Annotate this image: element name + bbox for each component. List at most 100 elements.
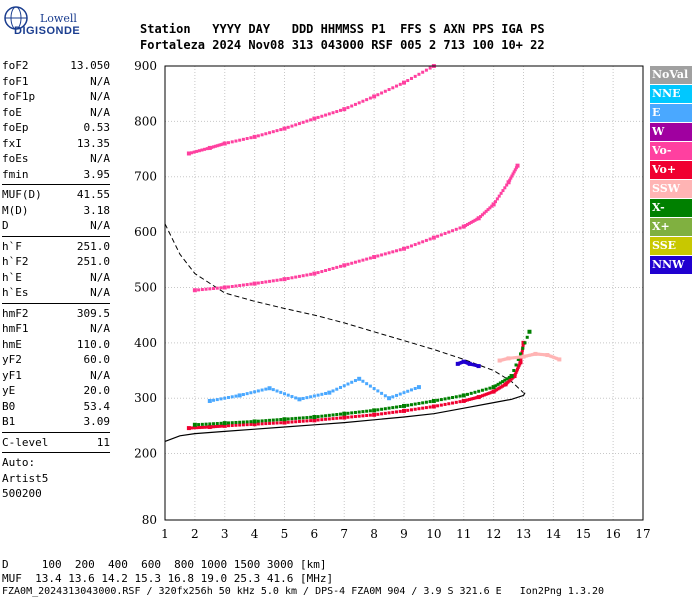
param-row: yF2 60.0 (2, 352, 110, 368)
trace-series (455, 359, 481, 369)
legend-item: SSW (650, 180, 692, 198)
trace-point (222, 423, 227, 428)
globe-icon (4, 6, 28, 30)
trace-fill-point (230, 395, 234, 399)
trace-fill-point (454, 227, 458, 231)
trace-fill-point (480, 394, 484, 398)
trace-fill-point (327, 267, 331, 271)
trace-fill-point (516, 365, 520, 369)
trace-fill-point (279, 128, 283, 132)
trace-point (461, 393, 466, 398)
trace-fill-point (436, 404, 440, 408)
trace-fill-point (398, 82, 402, 86)
trace-fill-point (424, 68, 428, 72)
trace-fill-point (230, 284, 234, 288)
trace-fill-point (413, 74, 417, 78)
param-value: N/A (90, 90, 110, 103)
divider (2, 184, 110, 185)
trace-fill-point (226, 141, 230, 145)
trace-point (186, 426, 191, 431)
trace-point (461, 398, 466, 403)
footer-file-row: FZA0M_2024313043000.RSF / 320fx256h 50 k… (2, 586, 605, 597)
trace-fill-point (353, 415, 357, 419)
trace-fill-point (447, 402, 451, 406)
trace-fill-point (465, 398, 469, 402)
trace-fill-point (353, 379, 357, 383)
trace-fill-point (499, 191, 503, 195)
trace-fill-point (290, 124, 294, 128)
trace-fill-point (406, 408, 410, 412)
trace-fill-point (346, 411, 350, 415)
param-row: h`Es N/A (2, 285, 110, 301)
trace-fill-point (447, 396, 451, 400)
trace-fill-point (488, 391, 492, 395)
y-tick-label: 80 (142, 513, 157, 527)
trace-fill-point (342, 384, 346, 388)
trace-fill-point (443, 231, 447, 235)
trace-fill-point (501, 189, 505, 193)
param-label: yF2 (2, 353, 22, 366)
legend-item: E (650, 104, 692, 122)
trace-fill-point (320, 114, 324, 118)
trace-point (461, 224, 466, 229)
legend-item: NoVal (650, 66, 692, 84)
trace-fill-point (475, 396, 479, 400)
trace-fill-point (439, 398, 443, 402)
trace-fill-point (387, 411, 391, 415)
x-tick-label: 12 (486, 527, 501, 541)
trace-fill-point (365, 413, 369, 417)
param-row: h`F2 251.0 (2, 254, 110, 270)
trace-fill-point (544, 353, 548, 357)
trace-fill-point (402, 391, 406, 395)
trace-fill-point (465, 392, 469, 396)
trace-fill-point (260, 419, 264, 423)
trace-fill-point (305, 419, 309, 423)
trace-fill-point (406, 79, 410, 83)
trace-fill-point (479, 394, 483, 398)
trace-fill-point (503, 378, 507, 382)
trace-fill-point (509, 176, 513, 180)
trace-fill-point (458, 400, 462, 404)
trace-fill-point (331, 111, 335, 115)
divider (2, 302, 110, 304)
trace-fill-point (283, 392, 286, 396)
trace-point (192, 288, 197, 293)
trace-fill-point (473, 396, 477, 400)
trace-fill-point (309, 118, 313, 122)
trace-fill-point (475, 217, 479, 221)
trace-point (402, 246, 406, 251)
trace-series (186, 64, 436, 156)
legend-item: X- (650, 199, 692, 217)
trace-fill-point (365, 409, 369, 413)
trace-fill-point (217, 424, 221, 428)
trace-fill-point (428, 66, 432, 70)
trace-fill-point (447, 230, 451, 234)
param-row: foF2 13.050 (2, 58, 110, 74)
trace-fill-point (486, 392, 490, 396)
trace-fill-point (212, 287, 216, 291)
trace-fill-point (505, 357, 509, 361)
trace-point (207, 424, 212, 429)
param-label: hmF2 (2, 306, 29, 320)
trace-fill-point (234, 423, 238, 427)
trace-fill-point (484, 387, 488, 391)
autoscaler-line-1: Auto: (2, 456, 36, 469)
trace-fill-point (368, 384, 372, 388)
trace-fill-point (391, 86, 395, 90)
divider (2, 431, 110, 433)
trace-point (342, 411, 347, 416)
trace-fill-point (417, 241, 421, 245)
param-label: foF1p (2, 90, 36, 103)
trace-fill-point (361, 258, 365, 262)
trace-fill-point (320, 270, 324, 274)
trace-point (186, 151, 191, 156)
param-row: h`F 251.0 (2, 239, 110, 255)
param-value: 3.18 (83, 203, 111, 217)
param-row: M(D) 3.18 (2, 203, 110, 219)
param-label: foEp (2, 121, 29, 134)
trace-fill-point (256, 422, 260, 426)
param-value: 13.050 (70, 59, 110, 72)
trace-fill-point (395, 84, 399, 88)
trace-point (509, 374, 514, 379)
trace-point (222, 285, 227, 290)
